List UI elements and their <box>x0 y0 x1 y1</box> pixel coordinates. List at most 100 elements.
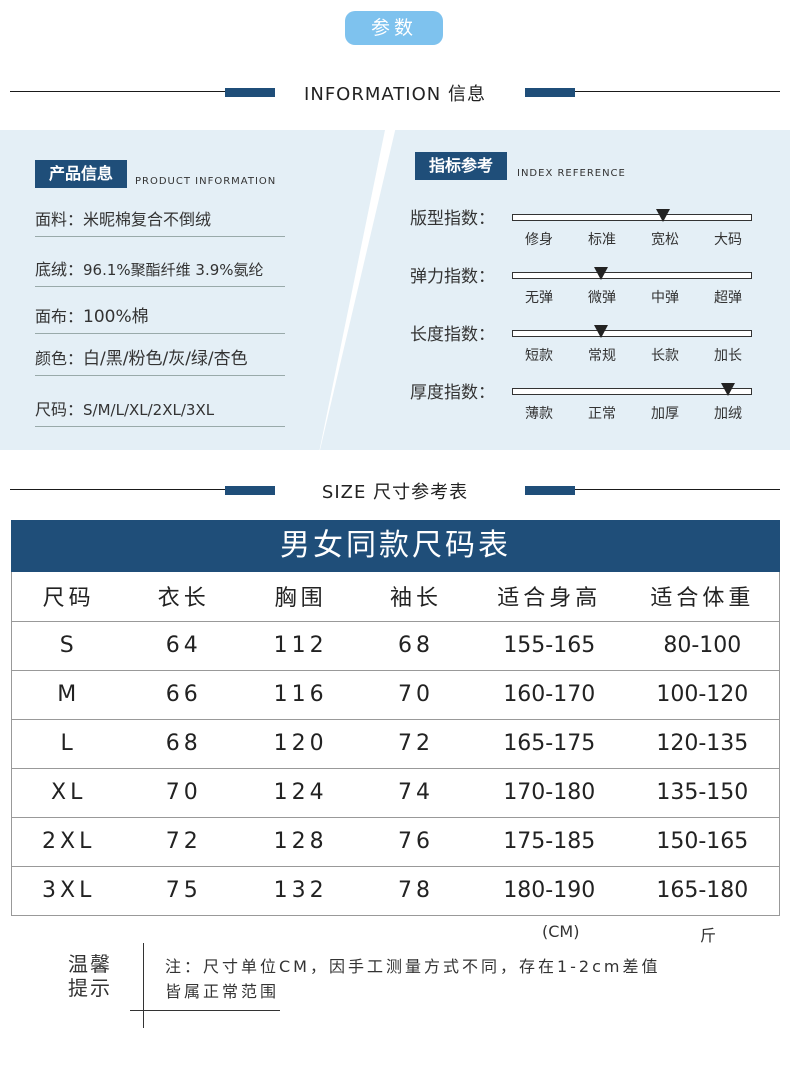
table-row: S 64 112 68 155-165 80-100 <box>11 621 780 671</box>
index-option: 宽松 <box>651 232 679 248</box>
table-cell: 120-135 <box>625 719 780 769</box>
index-row-fit: 版型指数： 修身 标准 宽松 大码 <box>410 204 770 254</box>
index-row-thickness: 厚度指数： 薄款 正常 加厚 加绒 <box>410 378 770 428</box>
info-label: 面布： <box>35 307 84 326</box>
table-cell: 155-165 <box>472 621 626 671</box>
table-cell: L <box>11 719 126 769</box>
info-value: 100%棉 <box>83 307 149 327</box>
index-option: 大码 <box>714 232 742 248</box>
column-header: 适合体重 <box>625 572 780 622</box>
info-divider: INFORMATION 信息 <box>10 80 780 105</box>
index-option: 无弹 <box>525 290 553 306</box>
table-cell: 124 <box>242 768 360 818</box>
info-label: 颜色： <box>35 349 84 368</box>
height-unit: (CM) <box>542 922 580 941</box>
weight-unit: 斤 <box>700 926 717 945</box>
index-track <box>512 388 752 395</box>
table-row: 2XL 72 128 76 175-185 150-165 <box>11 817 780 867</box>
tip-text: 注：尺寸单位CM，因手工测量方式不同，存在1-2cm差值 皆属正常范围 <box>165 954 765 1004</box>
table-cell: 68 <box>125 719 243 769</box>
info-row-lining: 底绒：96.1%聚酯纤维 3.9%氨纶 <box>35 256 285 287</box>
index-option: 修身 <box>525 232 553 248</box>
index-track <box>512 330 752 337</box>
index-option: 常规 <box>588 348 616 364</box>
index-option: 加绒 <box>714 406 742 422</box>
tip-vertical-rule <box>143 943 144 1028</box>
index-marker <box>656 209 671 222</box>
table-cell: 165-180 <box>625 866 780 916</box>
product-info-title: 产品信息 <box>35 160 128 188</box>
tip-horizontal-rule <box>130 1010 280 1011</box>
tip-label-line: 温馨 <box>68 952 112 976</box>
table-cell: 132 <box>242 866 360 916</box>
size-divider: SIZE 尺寸参考表 <box>10 478 780 503</box>
index-option: 加长 <box>714 348 742 364</box>
index-option: 超弹 <box>714 290 742 306</box>
index-marker <box>721 383 735 396</box>
index-option: 标准 <box>588 232 616 248</box>
table-row: M 66 116 70 160-170 100-120 <box>11 670 780 720</box>
index-option: 正常 <box>588 406 616 422</box>
product-info-subtitle: PRODUCT INFORMATION <box>135 176 277 187</box>
size-chart-title: 男女同款尺码表 <box>11 520 780 572</box>
header-tag: 参数 <box>345 11 443 45</box>
table-row: XL 70 124 74 170-180 135-150 <box>11 768 780 818</box>
tip-label: 温馨 提示 <box>68 952 128 1000</box>
table-cell: 72 <box>125 817 243 867</box>
table-cell: M <box>11 670 126 720</box>
info-value: 米昵棉复合不倒绒 <box>83 210 212 229</box>
table-cell: 170-180 <box>472 768 626 818</box>
index-reference-subtitle: INDEX REFERENCE <box>517 168 626 179</box>
table-cell: 180-190 <box>472 866 626 916</box>
table-cell: 70 <box>125 768 243 818</box>
info-label: 尺码： <box>35 400 84 419</box>
table-cell: 68 <box>359 621 473 671</box>
index-option: 中弹 <box>651 290 679 306</box>
table-cell: 112 <box>242 621 360 671</box>
index-reference-title: 指标参考 <box>415 152 508 180</box>
index-option: 微弹 <box>588 290 616 306</box>
column-header: 胸围 <box>242 572 360 622</box>
table-cell: XL <box>11 768 126 818</box>
index-label: 弹力指数： <box>410 267 495 287</box>
table-cell: 165-175 <box>472 719 626 769</box>
index-reference-panel <box>320 130 790 450</box>
info-row-size: 尺码：S/M/L/XL/2XL/3XL <box>35 396 285 427</box>
info-row-fabric: 面料：米昵棉复合不倒绒 <box>35 206 285 237</box>
product-info-header: 产品信息 PRODUCT INFORMATION <box>35 160 295 188</box>
table-cell: 175-185 <box>472 817 626 867</box>
table-cell: 160-170 <box>472 670 626 720</box>
info-value: 白/黑/粉色/灰/绿/杏色 <box>83 349 248 369</box>
table-cell: 74 <box>359 768 473 818</box>
index-marker <box>593 325 608 338</box>
index-row-length: 长度指数： 短款 常规 长款 加长 <box>410 320 770 370</box>
table-header-row: 尺码 衣长 胸围 袖长 适合身高 适合体重 <box>11 572 780 622</box>
index-track <box>512 272 752 279</box>
table-cell: 66 <box>125 670 243 720</box>
tip-text-line: 皆属正常范围 <box>165 982 280 1001</box>
table-cell: 70 <box>359 670 473 720</box>
index-option: 短款 <box>525 348 553 364</box>
table-cell: 80-100 <box>625 621 780 671</box>
table-cell: 150-165 <box>625 817 780 867</box>
index-option: 薄款 <box>525 406 553 422</box>
size-table: 尺码 衣长 胸围 袖长 适合身高 适合体重 S 64 112 68 155-16… <box>11 572 780 916</box>
table-cell: 120 <box>242 719 360 769</box>
table-cell: 116 <box>242 670 360 720</box>
table-cell: 128 <box>242 817 360 867</box>
index-label: 厚度指数： <box>410 383 495 403</box>
tip-label-line: 提示 <box>68 976 112 1000</box>
column-header: 尺码 <box>11 572 126 622</box>
index-track <box>512 214 752 221</box>
table-cell: 135-150 <box>625 768 780 818</box>
column-header: 适合身高 <box>472 572 626 622</box>
column-header: 袖长 <box>359 572 473 622</box>
table-cell: 64 <box>125 621 243 671</box>
info-value: 96.1%聚酯纤维 3.9%氨纶 <box>83 261 264 279</box>
table-cell: 75 <box>125 866 243 916</box>
table-cell: S <box>11 621 126 671</box>
index-label: 版型指数： <box>410 209 495 229</box>
index-option: 长款 <box>651 348 679 364</box>
info-label: 面料： <box>35 210 84 229</box>
table-cell: 78 <box>359 866 473 916</box>
